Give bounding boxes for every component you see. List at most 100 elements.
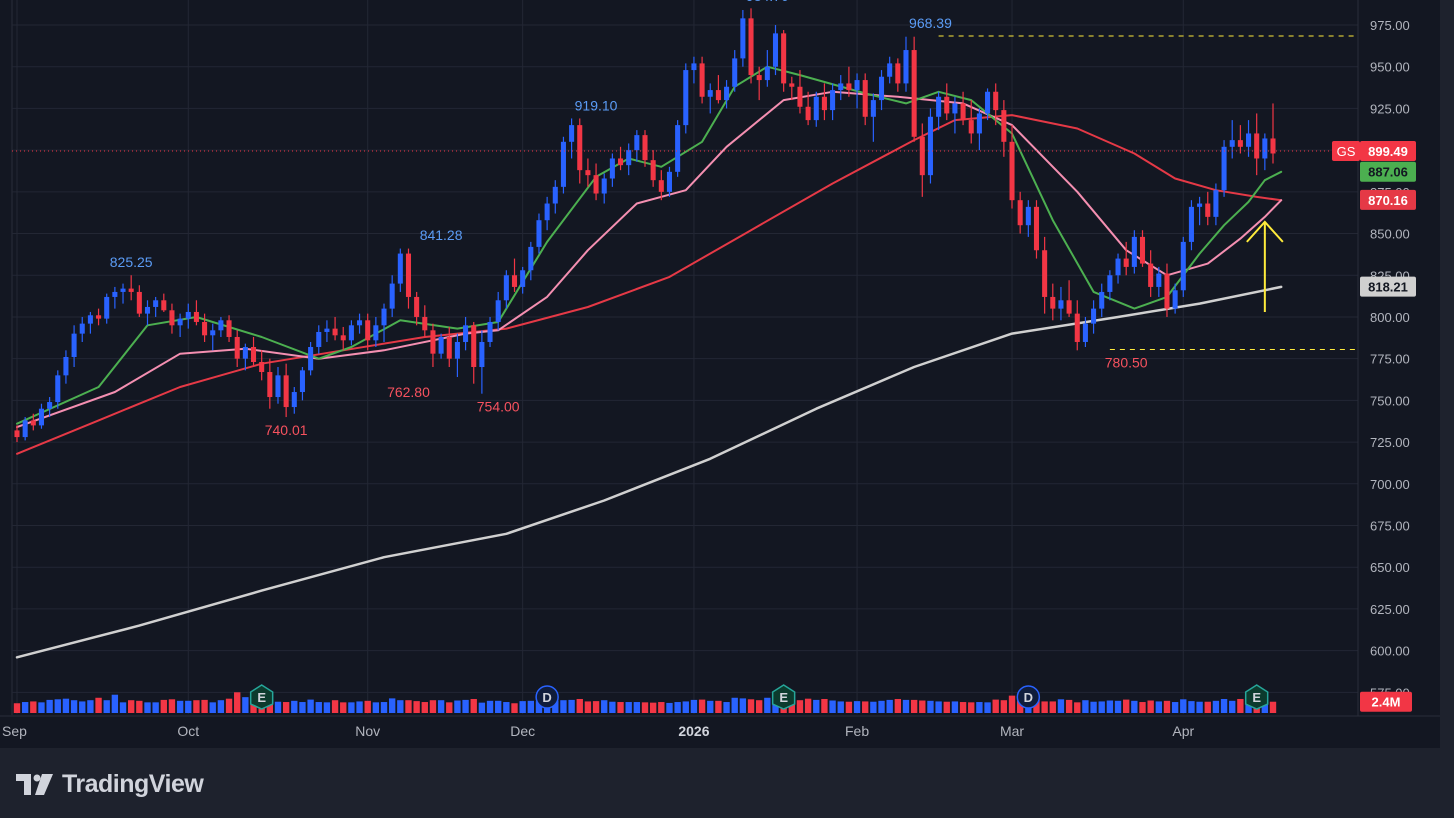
volume-bar — [1180, 699, 1187, 713]
candle — [560, 136, 566, 194]
candle-body — [830, 90, 836, 111]
candle-body — [838, 83, 844, 91]
volume-bar — [1131, 700, 1138, 713]
x-axis-tick-label: Oct — [177, 723, 199, 739]
candle-body — [169, 310, 175, 326]
candle — [259, 350, 265, 381]
volume-bar — [601, 700, 608, 713]
candle-body — [634, 135, 640, 151]
candle — [14, 425, 20, 443]
volume-bar — [299, 702, 306, 713]
candle — [1099, 283, 1105, 317]
candle-body — [357, 320, 363, 326]
candle — [666, 166, 672, 197]
volume-bar — [454, 700, 461, 713]
volume-bar — [356, 701, 363, 713]
candle-body — [985, 91, 991, 114]
candle-body — [618, 158, 624, 166]
y-axis-tick-label: 650.00 — [1370, 560, 1410, 575]
candle — [699, 56, 705, 104]
volume-bar — [1065, 699, 1073, 713]
volume-bar — [291, 700, 298, 713]
indicator-line-sma_200 — [15, 285, 1283, 659]
candle-body — [71, 333, 77, 357]
candle-body — [528, 246, 534, 271]
volume-bar — [1049, 701, 1056, 713]
chart-area[interactable]: 825.25 740.01 762.80 841.28 754.00 919.10 984.… — [0, 0, 1440, 748]
candle-body — [1254, 133, 1260, 159]
y-axis-tick-label: 725.00 — [1370, 435, 1410, 450]
candle-body — [471, 325, 477, 368]
candle — [756, 66, 762, 101]
candle-body — [1205, 203, 1211, 217]
volume-bar — [976, 702, 983, 713]
candle-body — [1091, 308, 1097, 324]
volume-bar — [119, 702, 127, 713]
volume-bar — [682, 701, 689, 713]
candle — [1009, 125, 1015, 209]
candle — [503, 270, 509, 309]
candle-body — [936, 96, 942, 117]
candle — [1123, 241, 1129, 276]
volume-bar — [413, 701, 420, 713]
candle — [324, 320, 330, 342]
candle-body — [569, 125, 575, 142]
volume-bar — [1269, 701, 1277, 713]
candle-body — [55, 375, 61, 403]
candle — [47, 397, 53, 418]
candle-body — [463, 325, 469, 342]
candle — [511, 258, 518, 292]
candle-body — [952, 103, 958, 114]
candle-body — [968, 120, 974, 134]
volume-bar — [62, 698, 70, 713]
volume-bar — [560, 700, 567, 713]
reference-lines — [938, 35, 1358, 350]
volume-bar — [968, 702, 975, 713]
candle-body — [944, 96, 950, 114]
candle-body — [405, 253, 412, 297]
symbol-tag-bg — [1332, 140, 1360, 161]
volume-bar — [1057, 699, 1065, 713]
candle — [177, 313, 183, 337]
candle — [732, 50, 738, 92]
candle-body — [250, 346, 257, 363]
candle-body — [22, 420, 28, 438]
volume-bar — [853, 701, 861, 713]
candle-body — [821, 96, 827, 111]
candle — [1115, 253, 1121, 284]
candle — [1164, 263, 1170, 317]
candle-body — [96, 315, 102, 319]
volume-bar — [829, 700, 836, 713]
candle — [1042, 236, 1048, 314]
candle — [275, 367, 281, 404]
candle-body — [47, 402, 53, 409]
candle-body — [144, 306, 151, 314]
candle-body — [283, 375, 289, 408]
candle — [1066, 280, 1072, 317]
candle-body — [120, 288, 126, 292]
price-label-low: 754.00 — [477, 399, 520, 415]
volume-bar — [723, 702, 730, 713]
candle — [838, 75, 844, 101]
candle-body — [560, 141, 566, 187]
candle-body — [454, 341, 460, 359]
volume-bar — [870, 701, 877, 713]
brand-logo[interactable]: TradingView — [16, 770, 204, 799]
candle-body — [854, 80, 860, 91]
price-chart[interactable]: 825.25 740.01 762.80 841.28 754.00 919.10 984.… — [0, 0, 1440, 748]
candle-body — [267, 372, 273, 398]
candle — [985, 88, 991, 121]
candle-body — [308, 346, 314, 371]
volume-bar — [128, 700, 135, 713]
candle — [22, 417, 28, 441]
candle — [218, 316, 224, 337]
candle-body — [1066, 300, 1072, 314]
volume-bar — [927, 700, 934, 713]
volume-bar — [747, 699, 755, 713]
candle — [161, 293, 167, 312]
candle — [887, 56, 893, 84]
candle — [1221, 140, 1227, 197]
candle — [479, 330, 485, 394]
x-axis-tick-label: Sep — [2, 723, 27, 739]
